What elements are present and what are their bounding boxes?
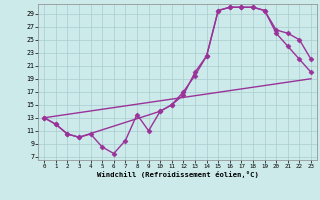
X-axis label: Windchill (Refroidissement éolien,°C): Windchill (Refroidissement éolien,°C) [97,171,259,178]
